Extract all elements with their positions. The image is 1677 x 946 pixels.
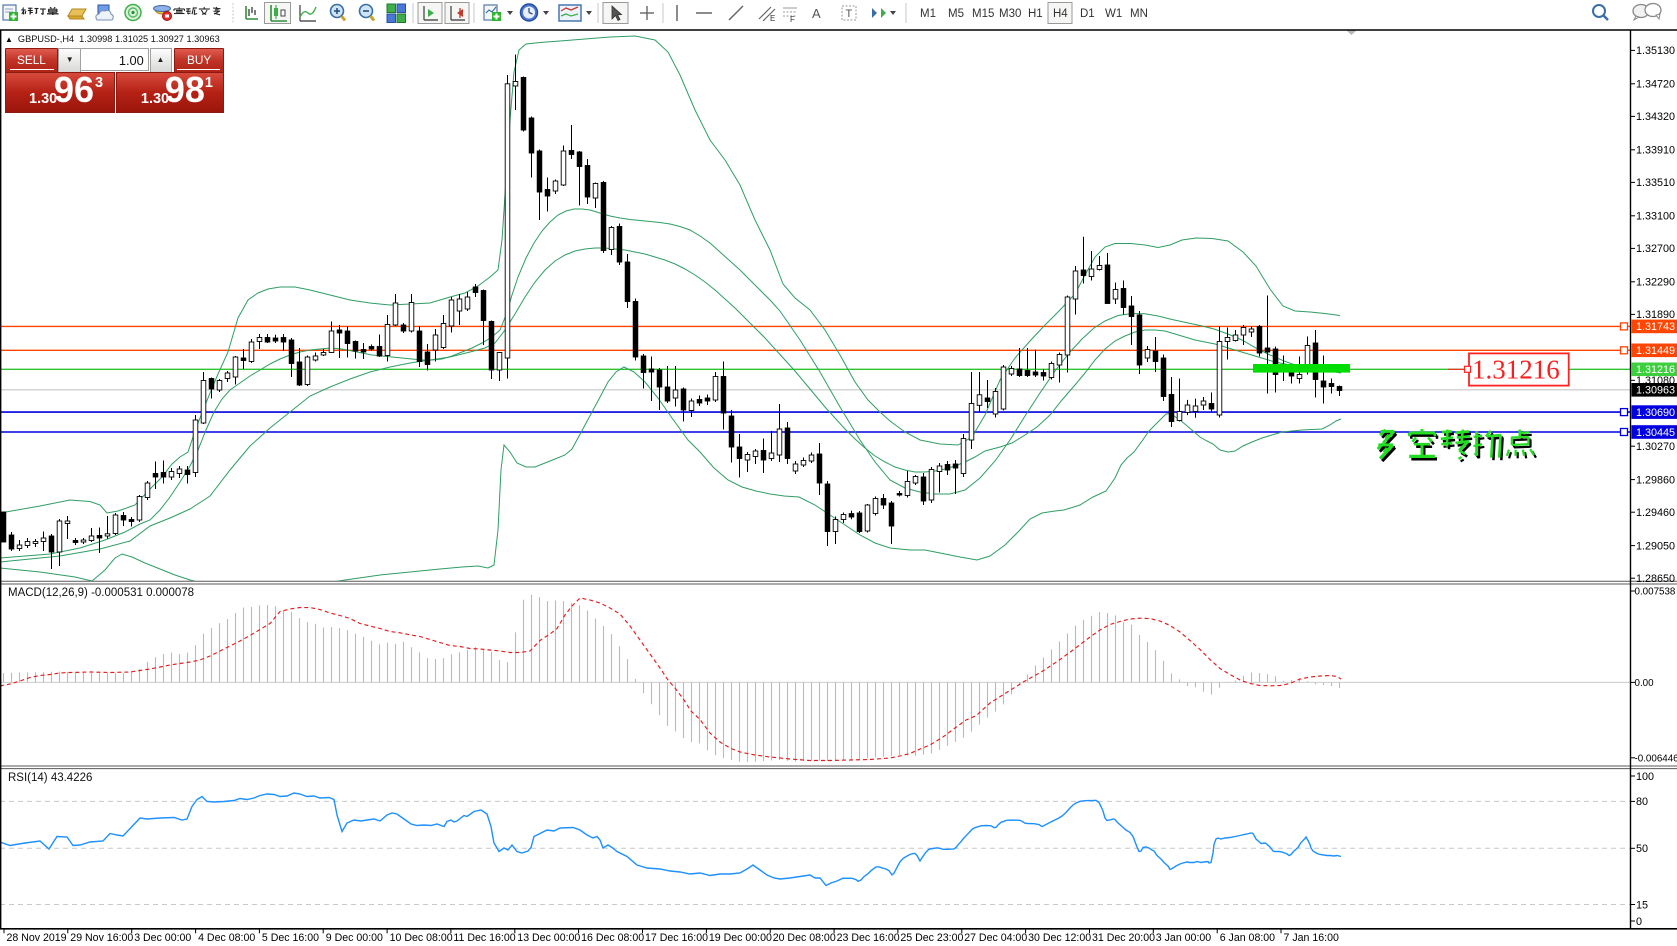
svg-text:-0.006446: -0.006446 [1635,753,1677,764]
svg-text:W1: W1 [1105,8,1122,20]
svg-text:7 Jan 16:00: 7 Jan 16:00 [1284,932,1339,944]
svg-text:D1: D1 [1080,8,1095,20]
svg-text:27 Dec 04:00: 27 Dec 04:00 [964,932,1027,944]
svg-text:1.35130: 1.35130 [1636,45,1675,57]
svg-text:4 Dec 08:00: 4 Dec 08:00 [198,932,255,944]
svg-text:1.32700: 1.32700 [1636,243,1675,255]
svg-text:25 Dec 23:00: 25 Dec 23:00 [900,932,963,944]
svg-text:5 Dec 16:00: 5 Dec 16:00 [262,932,319,944]
svg-text:23 Dec 16:00: 23 Dec 16:00 [837,932,900,944]
svg-text:M5: M5 [948,8,964,20]
svg-text:1.33100: 1.33100 [1636,211,1675,223]
svg-text:6 Jan 08:00: 6 Jan 08:00 [1220,932,1275,944]
svg-text:16 Dec 08:00: 16 Dec 08:00 [581,932,644,944]
svg-text:M15: M15 [972,8,994,20]
svg-text:20 Dec 08:00: 20 Dec 08:00 [773,932,836,944]
svg-text:1.31449: 1.31449 [1636,345,1675,357]
svg-text:1.34320: 1.34320 [1636,111,1675,123]
svg-text:1.31743: 1.31743 [1636,321,1675,333]
svg-text:1.31216: 1.31216 [1472,355,1560,385]
svg-text:H1: H1 [1028,8,1043,20]
svg-text:1.33910: 1.33910 [1636,145,1675,157]
svg-text:1.28650: 1.28650 [1636,573,1675,585]
svg-text:F: F [790,15,795,24]
svg-text:1.30690: 1.30690 [1636,407,1675,419]
svg-text:A: A [812,6,821,21]
svg-text:MACD(12,26,9) -0.000531 0.0000: MACD(12,26,9) -0.000531 0.000078 [8,587,194,599]
svg-text:0: 0 [1636,916,1642,928]
svg-text:1.29460: 1.29460 [1636,507,1675,519]
svg-text:1.30270: 1.30270 [1636,441,1675,453]
svg-text:30 Dec 12:00: 30 Dec 12:00 [1028,932,1091,944]
svg-text:13 Dec 00:00: 13 Dec 00:00 [517,932,580,944]
svg-text:80: 80 [1636,796,1648,808]
svg-text:19 Dec 00:00: 19 Dec 00:00 [709,932,772,944]
svg-text:1.31216: 1.31216 [1636,364,1675,376]
svg-text:29 Nov 16:00: 29 Nov 16:00 [70,932,133,944]
svg-text:M1: M1 [920,8,936,20]
svg-text:15: 15 [1636,899,1648,911]
svg-text:MN: MN [1130,8,1148,20]
svg-text:31 Dec 20:00: 31 Dec 20:00 [1092,932,1155,944]
svg-text:1.29050: 1.29050 [1636,540,1675,552]
svg-text:9 Dec 00:00: 9 Dec 00:00 [326,932,383,944]
svg-text:E: E [770,14,775,23]
svg-text:RSI(14) 43.4226: RSI(14) 43.4226 [8,772,92,784]
svg-text:0.00: 0.00 [1635,678,1655,689]
svg-text:1.29860: 1.29860 [1636,474,1675,486]
svg-text:H4: H4 [1053,8,1068,20]
svg-text:1.30445: 1.30445 [1636,427,1675,439]
svg-text:1.33510: 1.33510 [1636,177,1675,189]
svg-text:10 Dec 08:00: 10 Dec 08:00 [390,932,453,944]
svg-text:3 Dec 00:00: 3 Dec 00:00 [134,932,191,944]
svg-text:100: 100 [1636,771,1654,783]
svg-text:17 Dec 16:00: 17 Dec 16:00 [645,932,708,944]
svg-text:T: T [846,8,853,20]
svg-text:1.31890: 1.31890 [1636,309,1675,321]
svg-text:1.34720: 1.34720 [1636,79,1675,91]
svg-text:50: 50 [1636,843,1648,855]
svg-text:28 Nov 2019: 28 Nov 2019 [7,932,67,944]
svg-text:M30: M30 [999,8,1021,20]
svg-text:3 Jan 00:00: 3 Jan 00:00 [1156,932,1211,944]
svg-text:11 Dec 16:00: 11 Dec 16:00 [453,932,515,944]
svg-text:1.32290: 1.32290 [1636,277,1675,289]
svg-text:1.30963: 1.30963 [1636,385,1675,397]
svg-text:0.007538: 0.007538 [1635,587,1676,598]
